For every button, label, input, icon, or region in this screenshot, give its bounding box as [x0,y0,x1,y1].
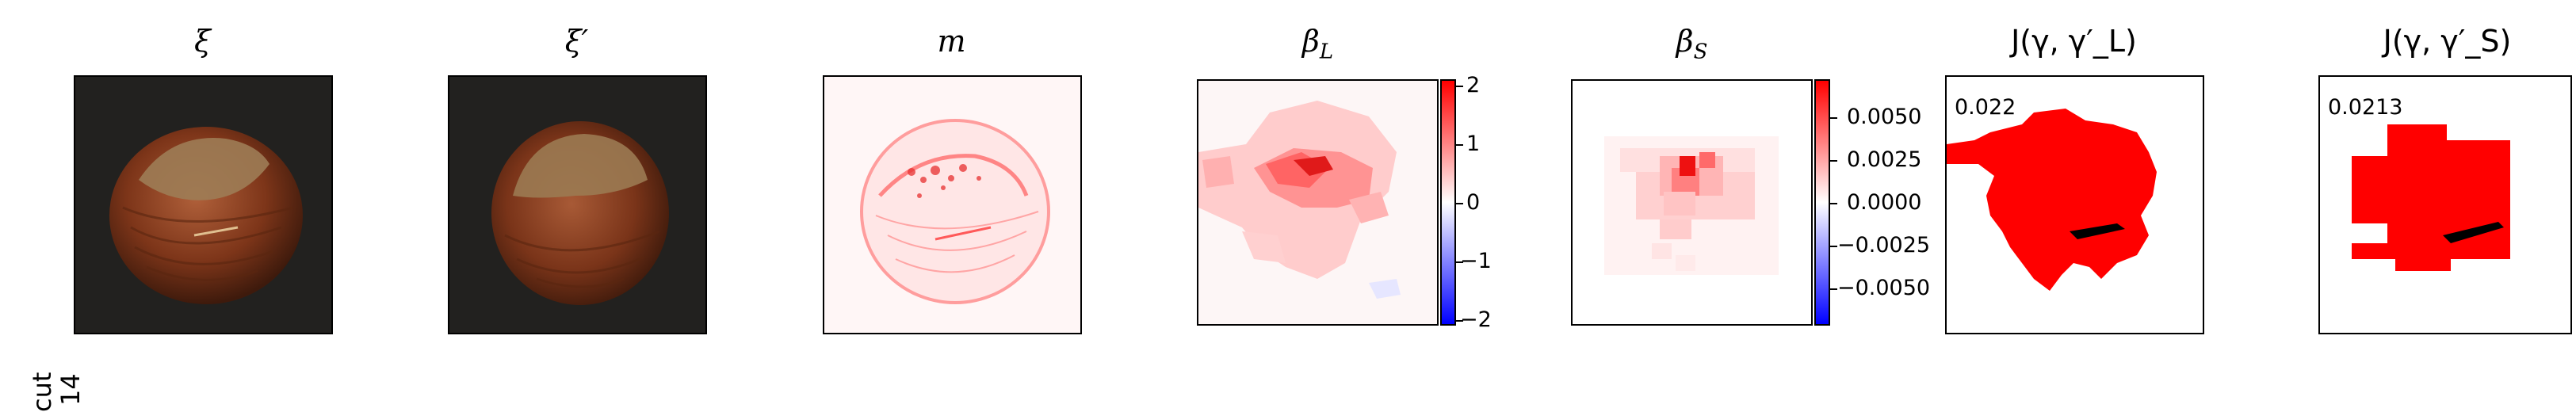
row-label: cut 14 [0,182,86,412]
score-label-l: 0.022 [1955,95,2016,120]
panel-title-m: m [937,24,966,59]
panel-title-xi-prime: ξ′ [564,24,589,59]
colorbar-beta-l [1440,79,1456,326]
image-xi [74,75,333,334]
beta-l-heatmap [1198,81,1437,324]
panel-title-beta-s: βS [1676,24,1708,64]
binary-mask-l [1947,109,2157,291]
panel-title-xi: ξ [194,24,211,59]
hazelnut-image [109,127,303,304]
tick-label: 2 [1466,73,1481,97]
mask-j-gamma-l [1945,75,2204,334]
tick-label: −2 [1460,307,1492,332]
tick-label: 0.0025 [1847,147,1922,172]
score-label-s: 0.0213 [2328,95,2403,120]
map-m [823,75,1082,334]
image-xi-prime [448,75,707,334]
panel-title-j-gamma-l: J(γ, γ′_L) [2011,24,2137,59]
panel-title-j-gamma-s: J(γ, γ′_S) [2383,24,2512,59]
tick-label: 0.0050 [1847,105,1922,129]
hazelnut-reference-image [491,121,669,305]
colorbar-beta-s [1814,79,1830,326]
panel-title-beta-l: βL [1301,24,1334,64]
tick-label: −0.0025 [1837,233,1931,258]
row-label-line1: cut [27,372,57,412]
tick-label: −0.0050 [1837,276,1931,300]
beta-s-heatmap [1573,81,1811,324]
mask-j-gamma-s [2318,75,2572,334]
tick-label: 0 [1466,190,1481,215]
row-label-line2: 14 [55,373,86,406]
tick-label: −1 [1460,249,1492,273]
tick-label: 1 [1466,132,1481,156]
anomaly-map [824,77,1080,333]
map-beta-l [1197,79,1439,326]
binary-mask-s [2352,124,2510,271]
tick-label: 0.0000 [1847,190,1922,215]
map-beta-s [1571,79,1813,326]
